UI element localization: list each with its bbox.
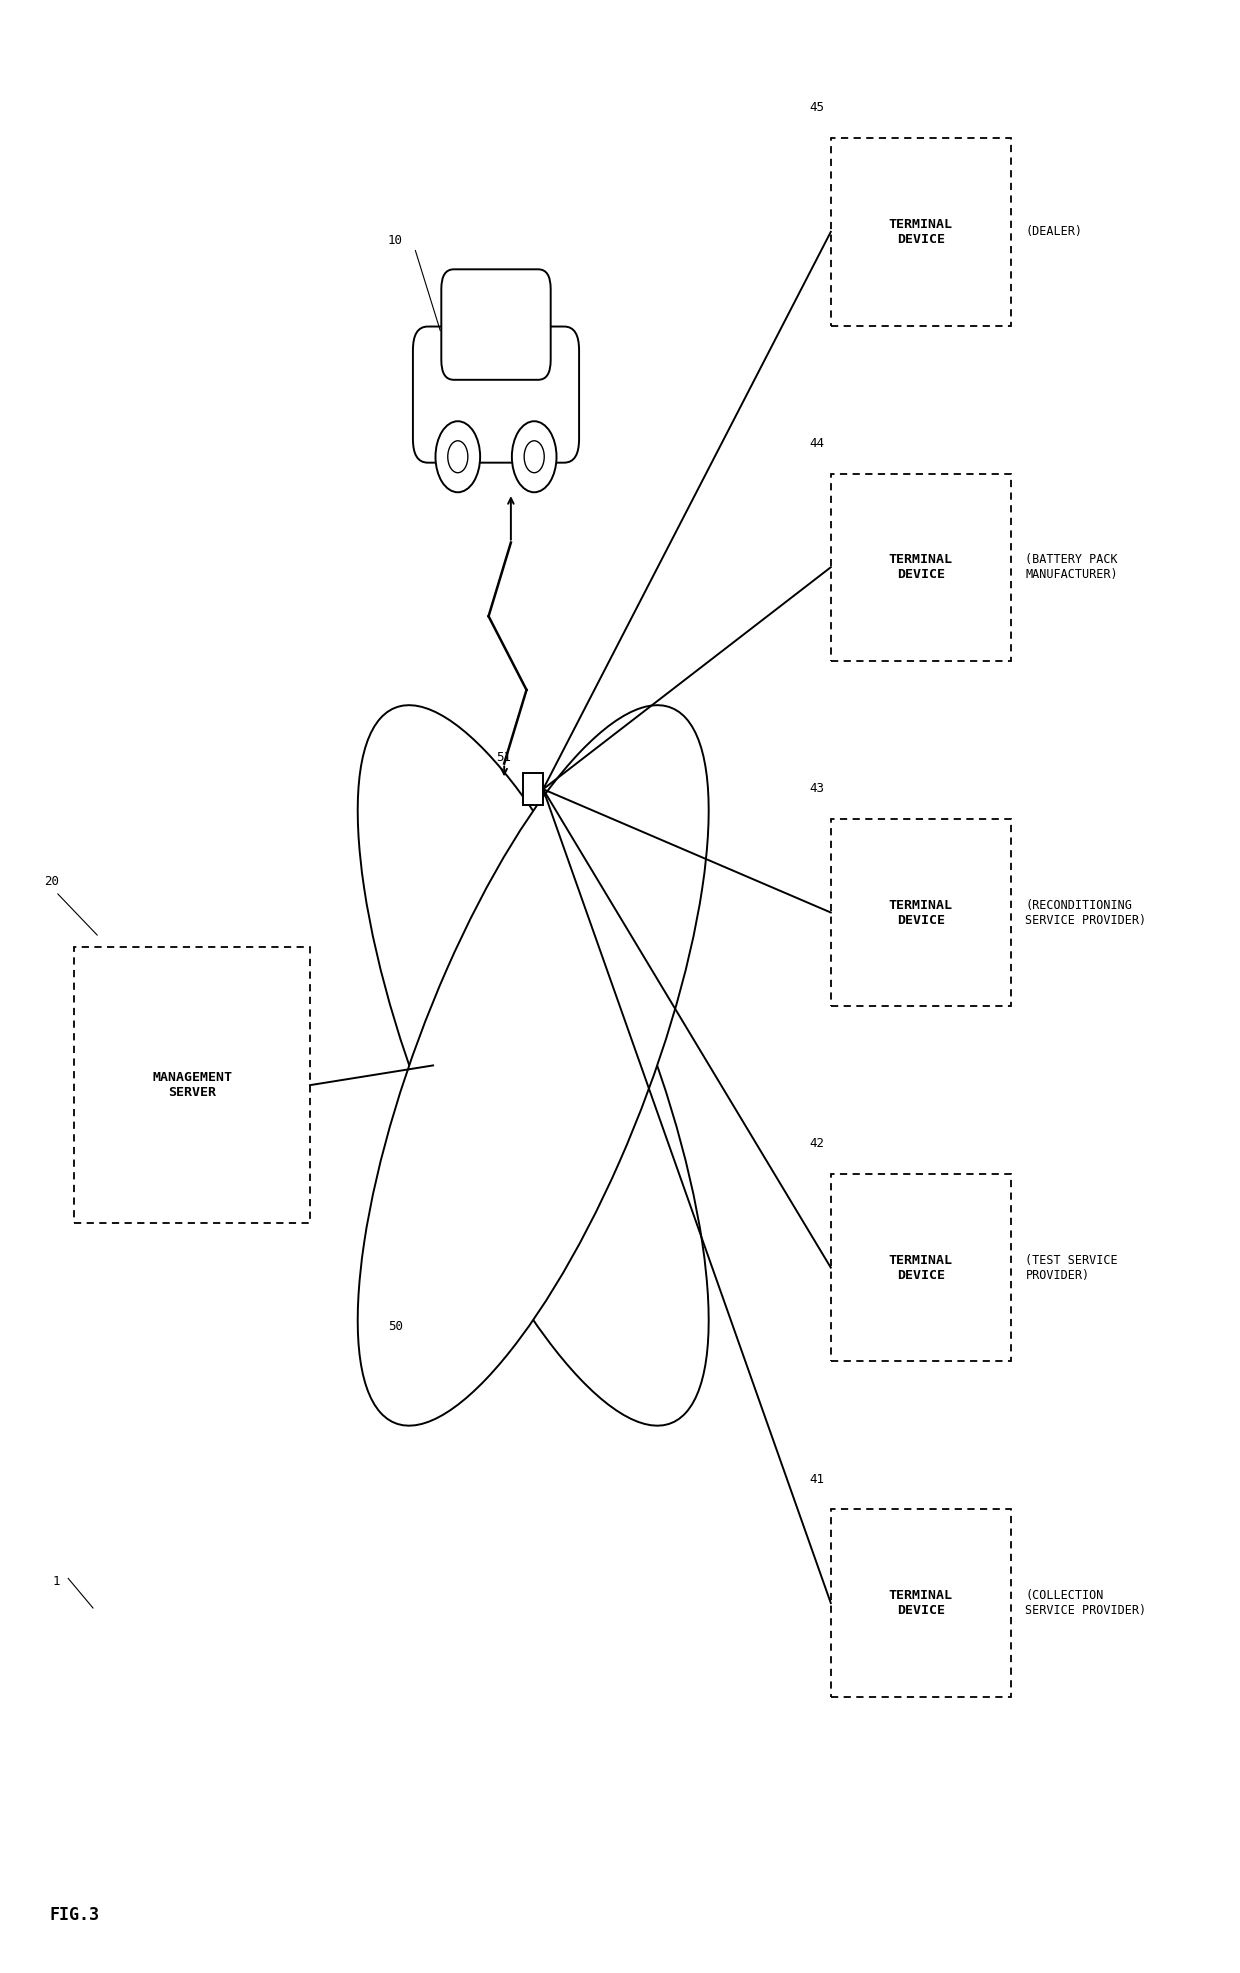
FancyBboxPatch shape <box>831 474 1011 661</box>
Text: 41: 41 <box>810 1472 825 1486</box>
Text: (COLLECTION
SERVICE PROVIDER): (COLLECTION SERVICE PROVIDER) <box>1025 1588 1147 1618</box>
Circle shape <box>512 422 557 491</box>
Text: (BATTERY PACK
MANUFACTURER): (BATTERY PACK MANUFACTURER) <box>1025 552 1118 582</box>
Text: 42: 42 <box>810 1136 825 1150</box>
Ellipse shape <box>357 704 709 1426</box>
Text: 51: 51 <box>496 750 511 764</box>
Bar <box>523 773 543 805</box>
Text: TERMINAL
DEVICE: TERMINAL DEVICE <box>889 1588 952 1618</box>
Text: (TEST SERVICE
PROVIDER): (TEST SERVICE PROVIDER) <box>1025 1253 1118 1282</box>
Text: MANAGEMENT
SERVER: MANAGEMENT SERVER <box>153 1071 232 1099</box>
Text: 10: 10 <box>388 233 403 247</box>
FancyBboxPatch shape <box>831 138 1011 326</box>
FancyBboxPatch shape <box>831 1509 1011 1697</box>
Circle shape <box>435 422 480 491</box>
Text: 44: 44 <box>810 436 825 450</box>
Text: TERMINAL
DEVICE: TERMINAL DEVICE <box>889 898 952 927</box>
Text: (RECONDITIONING
SERVICE PROVIDER): (RECONDITIONING SERVICE PROVIDER) <box>1025 898 1147 927</box>
FancyBboxPatch shape <box>831 819 1011 1006</box>
FancyBboxPatch shape <box>831 1174 1011 1361</box>
FancyBboxPatch shape <box>441 268 551 379</box>
Text: TERMINAL
DEVICE: TERMINAL DEVICE <box>889 552 952 582</box>
Text: 20: 20 <box>45 874 60 888</box>
Text: (DEALER): (DEALER) <box>1025 225 1083 239</box>
Text: TERMINAL
DEVICE: TERMINAL DEVICE <box>889 1253 952 1282</box>
Text: 43: 43 <box>810 781 825 795</box>
Text: TERMINAL
DEVICE: TERMINAL DEVICE <box>889 217 952 247</box>
Circle shape <box>525 440 544 474</box>
Text: FIG.3: FIG.3 <box>50 1906 99 1924</box>
FancyBboxPatch shape <box>74 947 310 1223</box>
FancyBboxPatch shape <box>413 326 579 462</box>
Text: 45: 45 <box>810 101 825 114</box>
Ellipse shape <box>357 704 709 1426</box>
Circle shape <box>448 440 467 474</box>
Text: 1: 1 <box>52 1574 60 1588</box>
Text: 50: 50 <box>388 1320 403 1332</box>
